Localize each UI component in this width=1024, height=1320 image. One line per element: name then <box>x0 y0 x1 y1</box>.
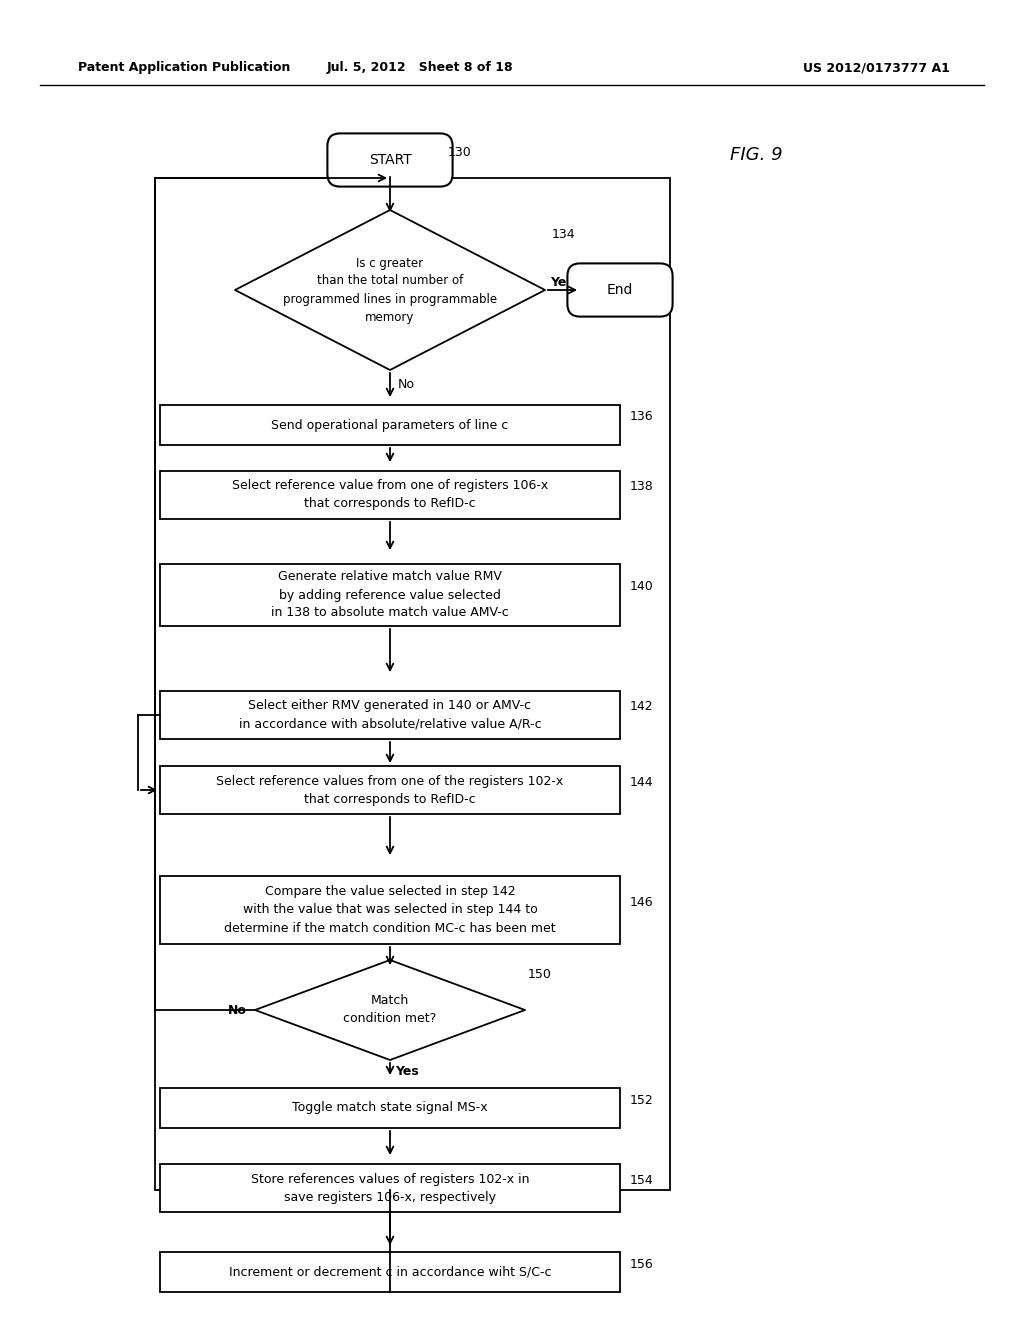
Text: 150: 150 <box>528 969 552 982</box>
Text: Jul. 5, 2012   Sheet 8 of 18: Jul. 5, 2012 Sheet 8 of 18 <box>327 62 513 74</box>
Text: 140: 140 <box>630 581 653 594</box>
Text: Increment or decrement c in accordance wiht S/C-c: Increment or decrement c in accordance w… <box>228 1266 551 1279</box>
Bar <box>160 564 620 626</box>
Polygon shape <box>234 210 545 370</box>
FancyBboxPatch shape <box>567 264 673 317</box>
FancyBboxPatch shape <box>328 133 453 186</box>
Polygon shape <box>255 960 525 1060</box>
Text: 138: 138 <box>630 480 653 494</box>
Text: Is c greater
than the total number of
programmed lines in programmable
memory: Is c greater than the total number of pr… <box>283 256 497 323</box>
Text: Yes: Yes <box>395 1065 419 1078</box>
Text: Select either RMV generated in 140 or AMV-c
in accordance with absolute/relative: Select either RMV generated in 140 or AM… <box>239 700 542 730</box>
Text: Yes: Yes <box>550 276 573 289</box>
Bar <box>160 1088 620 1129</box>
Text: End: End <box>607 282 633 297</box>
Text: Select reference values from one of the registers 102-x
that corresponds to RefI: Select reference values from one of the … <box>216 775 563 805</box>
Bar <box>160 1164 620 1212</box>
Text: US 2012/0173777 A1: US 2012/0173777 A1 <box>803 62 950 74</box>
Text: 154: 154 <box>630 1173 653 1187</box>
Text: Store references values of registers 102-x in
save registers 106-x, respectively: Store references values of registers 102… <box>251 1172 529 1204</box>
Bar <box>160 471 620 519</box>
Text: Compare the value selected in step 142
with the value that was selected in step : Compare the value selected in step 142 w… <box>224 886 556 935</box>
Text: 146: 146 <box>630 895 653 908</box>
Text: 156: 156 <box>630 1258 653 1270</box>
Text: 144: 144 <box>630 776 653 788</box>
Text: 136: 136 <box>630 411 653 424</box>
Text: Match
condition met?: Match condition met? <box>343 994 436 1026</box>
Text: Send operational parameters of line c: Send operational parameters of line c <box>271 418 509 432</box>
Text: FIG. 9: FIG. 9 <box>730 147 782 164</box>
Bar <box>160 1251 620 1292</box>
Text: 130: 130 <box>449 145 472 158</box>
Bar <box>160 405 620 445</box>
Text: Toggle match state signal MS-x: Toggle match state signal MS-x <box>292 1101 487 1114</box>
Bar <box>155 178 670 1191</box>
Text: Generate relative match value RMV
by adding reference value selected
in 138 to a: Generate relative match value RMV by add… <box>271 570 509 619</box>
Text: No: No <box>228 1003 247 1016</box>
Text: Patent Application Publication: Patent Application Publication <box>78 62 291 74</box>
Text: 142: 142 <box>630 701 653 714</box>
Bar <box>160 876 620 944</box>
Text: START: START <box>369 153 412 168</box>
Text: 152: 152 <box>630 1093 653 1106</box>
Text: 134: 134 <box>552 228 575 242</box>
Text: Select reference value from one of registers 106-x
that corresponds to RefID-c: Select reference value from one of regis… <box>231 479 548 511</box>
Text: No: No <box>398 378 415 391</box>
Bar <box>160 766 620 814</box>
Bar <box>160 690 620 739</box>
